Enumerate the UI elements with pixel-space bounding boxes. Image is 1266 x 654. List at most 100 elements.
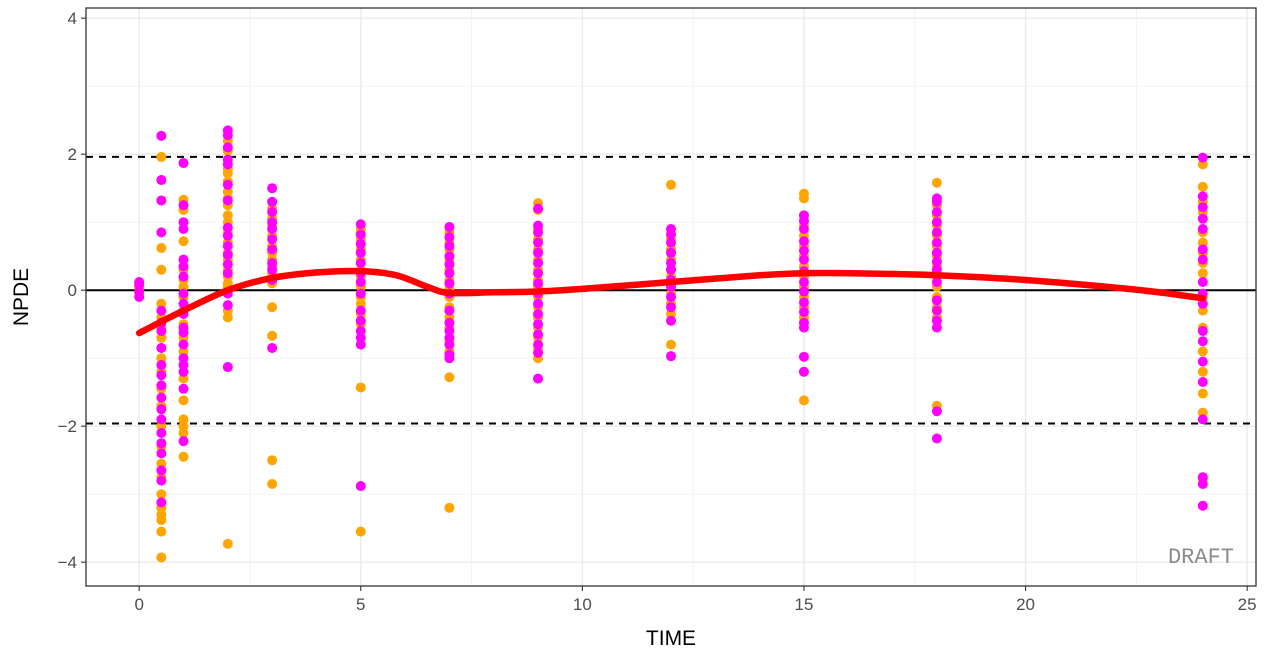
y-tick-label: −2 [58,417,77,436]
data-point [798,297,809,308]
data-point [444,232,455,243]
data-point [156,465,167,476]
data-point [222,241,233,251]
data-point [267,264,278,275]
data-point [222,249,233,260]
data-point [178,200,189,211]
data-point [444,305,455,316]
data-point [1197,366,1208,377]
data-point [134,292,145,302]
data-point [156,175,167,186]
data-point [931,322,942,333]
x-tick-label: 25 [1238,595,1257,614]
data-point [156,264,167,275]
data-point [666,229,676,240]
data-point [444,259,455,270]
data-point [222,159,233,170]
y-tick-label: 4 [68,9,77,28]
data-point [222,179,233,190]
data-point [267,343,278,353]
data-point [533,203,544,214]
data-point [222,230,233,241]
data-point [666,247,676,258]
data-point [533,258,544,268]
data-point [1197,202,1208,213]
data-point [222,538,233,549]
data-point [156,515,167,526]
data-point [178,339,189,350]
data-point [355,288,366,299]
data-point [222,268,233,279]
data-point [444,221,455,232]
x-axis-title: TIME [646,627,696,650]
data-point [134,279,145,290]
data-point [1197,388,1208,399]
data-point [178,224,189,234]
data-point [156,227,167,238]
data-point [178,395,189,406]
data-point [156,404,167,415]
data-point [444,372,455,383]
data-point [355,339,366,350]
data-point [156,195,167,206]
data-point [156,305,167,316]
data-point [1197,479,1208,489]
data-point [156,380,167,391]
data-point [355,481,366,492]
data-point [798,236,809,247]
data-point [156,475,167,486]
data-point [222,300,233,311]
data-point [222,142,233,153]
data-point [931,177,942,188]
data-point [156,343,167,353]
data-point [444,278,455,289]
data-point [931,247,942,258]
data-point [931,256,942,267]
data-point [533,298,544,309]
data-point [178,288,189,299]
data-point [1197,298,1208,309]
data-point [1197,500,1208,511]
data-point [156,438,167,449]
data-point [666,339,676,350]
data-point [355,229,366,240]
data-point [267,455,278,466]
data-point [931,237,942,248]
data-point [267,234,278,245]
data-point [178,436,189,447]
data-point [1197,254,1208,265]
data-point [1197,152,1208,163]
data-point [931,196,942,207]
x-tick-label: 15 [794,595,813,614]
data-point [156,151,167,162]
data-point [222,222,233,233]
data-point [355,315,366,326]
data-point [267,207,278,217]
data-point [931,295,942,306]
data-point [798,351,809,362]
data-point [1197,191,1208,202]
data-point [178,366,189,377]
data-point [1197,181,1208,192]
data-point [178,428,189,438]
data-point [156,326,167,336]
data-point [798,395,809,406]
data-point [355,277,366,288]
data-point [798,322,809,333]
data-point [355,219,366,230]
data-point [355,526,366,537]
data-point [798,245,809,256]
data-point [533,278,544,289]
data-point [1197,346,1208,357]
data-point [222,168,233,179]
data-point [1197,268,1208,279]
data-point [355,247,366,258]
data-point [156,526,167,537]
data-point [798,224,809,234]
data-point [178,327,189,338]
data-point [178,158,189,169]
data-point [1197,336,1208,347]
data-point [533,329,544,340]
data-point [267,302,278,313]
